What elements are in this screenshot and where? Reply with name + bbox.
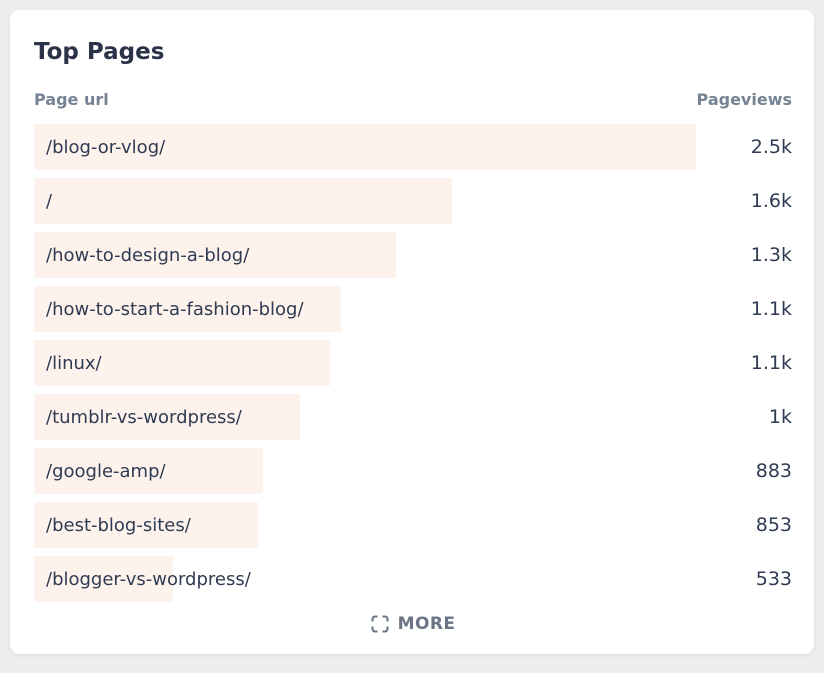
pageview-bar [34, 286, 341, 332]
table-row[interactable]: /google-amp/ 883 [34, 448, 792, 494]
page-title: Top Pages [34, 39, 165, 65]
pageview-bar [34, 232, 397, 278]
page-url-label: /google-amp/ [46, 460, 166, 482]
pageview-bar [34, 448, 263, 494]
page-url-label: /how-to-start-a-fashion-blog/ [46, 298, 304, 320]
column-header-page-url: Page url [34, 90, 109, 109]
more-button-container: MORE [34, 610, 792, 638]
expand-icon [371, 615, 389, 633]
table-row[interactable]: /tumblr-vs-wordpress/ 1k [34, 394, 792, 440]
page-url-label: / [46, 190, 53, 212]
pageview-bar [34, 502, 259, 548]
page-url-label: /blog-or-vlog/ [46, 136, 166, 158]
pageviews-value: 2.5k [750, 136, 792, 158]
more-button[interactable]: MORE [365, 610, 462, 638]
page-url-label: /blogger-vs-wordpress/ [46, 568, 251, 590]
pageview-bar [34, 124, 696, 170]
pages-table-body: /blog-or-vlog/ 2.5k / 1.6k /how-to-desig… [34, 124, 792, 602]
pageviews-value: 1.1k [750, 352, 792, 374]
pageviews-value: 1.1k [750, 298, 792, 320]
page-url-label: /linux/ [46, 352, 102, 374]
table-row[interactable]: / 1.6k [34, 178, 792, 224]
table-row[interactable]: /blogger-vs-wordpress/ 533 [34, 556, 792, 602]
pageviews-value: 853 [755, 514, 792, 536]
page-url-label: /best-blog-sites/ [46, 514, 191, 536]
table-header-row: Page url Pageviews [34, 90, 792, 110]
page-url-label: /how-to-design-a-blog/ [46, 244, 250, 266]
top-pages-card: Top Pages Page url Pageviews /blog-or-vl… [10, 10, 814, 654]
pageviews-value: 533 [755, 568, 792, 590]
table-row[interactable]: /blog-or-vlog/ 2.5k [34, 124, 792, 170]
pageview-bar [34, 556, 173, 602]
pageviews-value: 1k [768, 406, 792, 428]
pageviews-value: 1.6k [750, 190, 792, 212]
pageviews-value: 883 [755, 460, 792, 482]
table-row[interactable]: /best-blog-sites/ 853 [34, 502, 792, 548]
table-row[interactable]: /how-to-start-a-fashion-blog/ 1.1k [34, 286, 792, 332]
pageview-bar [34, 394, 301, 440]
pageview-bar [34, 178, 452, 224]
column-header-pageviews: Pageviews [696, 90, 792, 109]
more-button-label: MORE [397, 614, 456, 634]
table-row[interactable]: /linux/ 1.1k [34, 340, 792, 386]
page-url-label: /tumblr-vs-wordpress/ [46, 406, 242, 428]
table-row[interactable]: /how-to-design-a-blog/ 1.3k [34, 232, 792, 278]
pageview-bar [34, 340, 330, 386]
pageviews-value: 1.3k [750, 244, 792, 266]
